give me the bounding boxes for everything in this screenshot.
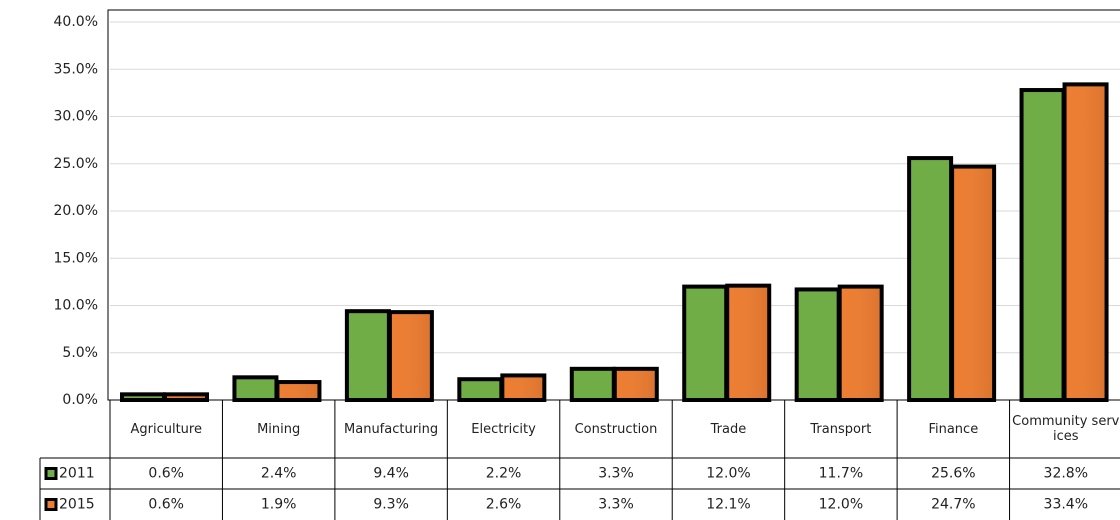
bar-shade: [502, 375, 545, 400]
x-tick-label: Transport: [810, 421, 872, 437]
data-label: 33.4%: [1044, 497, 1088, 513]
x-tick-label: Manufacturing: [344, 421, 439, 437]
bar: [907, 156, 954, 402]
y-tick-label: 5.0%: [62, 345, 98, 361]
data-label: 11.7%: [819, 466, 863, 482]
x-tick-label-box: Agriculture: [130, 421, 202, 437]
x-tick-label: Electricity: [471, 421, 536, 437]
data-label: 12.1%: [706, 497, 750, 513]
x-tick-label-box: Community services: [1012, 414, 1120, 444]
y-tick-label: 15.0%: [54, 250, 98, 266]
x-tick-label: Community services: [1012, 414, 1120, 444]
y-tick-label: 35.0%: [54, 61, 98, 77]
bar-shade: [1064, 84, 1107, 401]
y-tick-label: 25.0%: [54, 156, 98, 172]
bar-shade: [277, 382, 320, 400]
x-tick-label: Trade: [710, 421, 747, 437]
y-tick-label: 10.0%: [54, 298, 98, 314]
legend-key: [44, 498, 58, 511]
bar-shade: [389, 312, 432, 400]
data-label: 32.8%: [1044, 466, 1088, 482]
data-label: 2.4%: [261, 466, 297, 482]
bar-shade: [727, 285, 770, 400]
x-tick-label-box: Trade: [710, 421, 747, 437]
y-tick-label: 0.0%: [62, 392, 98, 408]
bar: [569, 366, 616, 403]
y-tick-label: 40.0%: [54, 14, 98, 30]
bar: [794, 287, 841, 402]
x-tick-label-box: Transport: [810, 421, 872, 437]
data-label: 25.6%: [931, 466, 975, 482]
legend-label: 2015: [59, 497, 95, 513]
data-label: 3.3%: [598, 497, 634, 513]
data-label: 0.6%: [148, 497, 184, 513]
data-label: 12.0%: [819, 497, 863, 513]
x-tick-label-box: Manufacturing: [344, 421, 439, 437]
data-label: 24.7%: [931, 497, 975, 513]
x-tick-label-box: Electricity: [471, 421, 536, 437]
bar-shade: [165, 394, 207, 400]
x-tick-label: Agriculture: [130, 421, 202, 437]
data-label: 12.0%: [706, 466, 750, 482]
data-label: 3.3%: [598, 466, 634, 482]
data-label: 9.3%: [373, 497, 409, 513]
y-tick-label: 30.0%: [54, 109, 98, 125]
bar: [457, 377, 504, 402]
x-tick-label-box: Finance: [928, 421, 979, 437]
bar-shade: [614, 368, 657, 400]
legend-key: [44, 467, 58, 480]
data-label: 0.6%: [148, 466, 184, 482]
bar: [120, 392, 166, 402]
data-label: 9.4%: [373, 466, 409, 482]
x-tick-label: Finance: [928, 421, 979, 437]
y-tick-label: 20.0%: [54, 203, 98, 219]
x-tick-label: Construction: [574, 421, 658, 437]
data-label: 1.9%: [261, 497, 297, 513]
bar-shade: [952, 166, 995, 400]
x-tick-label-box: Construction: [574, 421, 658, 437]
x-tick-label-box: Mining: [257, 421, 301, 437]
bar: [682, 284, 729, 403]
bar: [344, 309, 391, 403]
x-tick-label: Mining: [257, 421, 301, 437]
bar-shade: [839, 286, 882, 400]
legend-label: 2011: [59, 466, 95, 482]
bar: [232, 375, 279, 403]
data-label: 2.2%: [486, 466, 522, 482]
bar: [1019, 88, 1066, 402]
data-label: 2.6%: [486, 497, 522, 513]
